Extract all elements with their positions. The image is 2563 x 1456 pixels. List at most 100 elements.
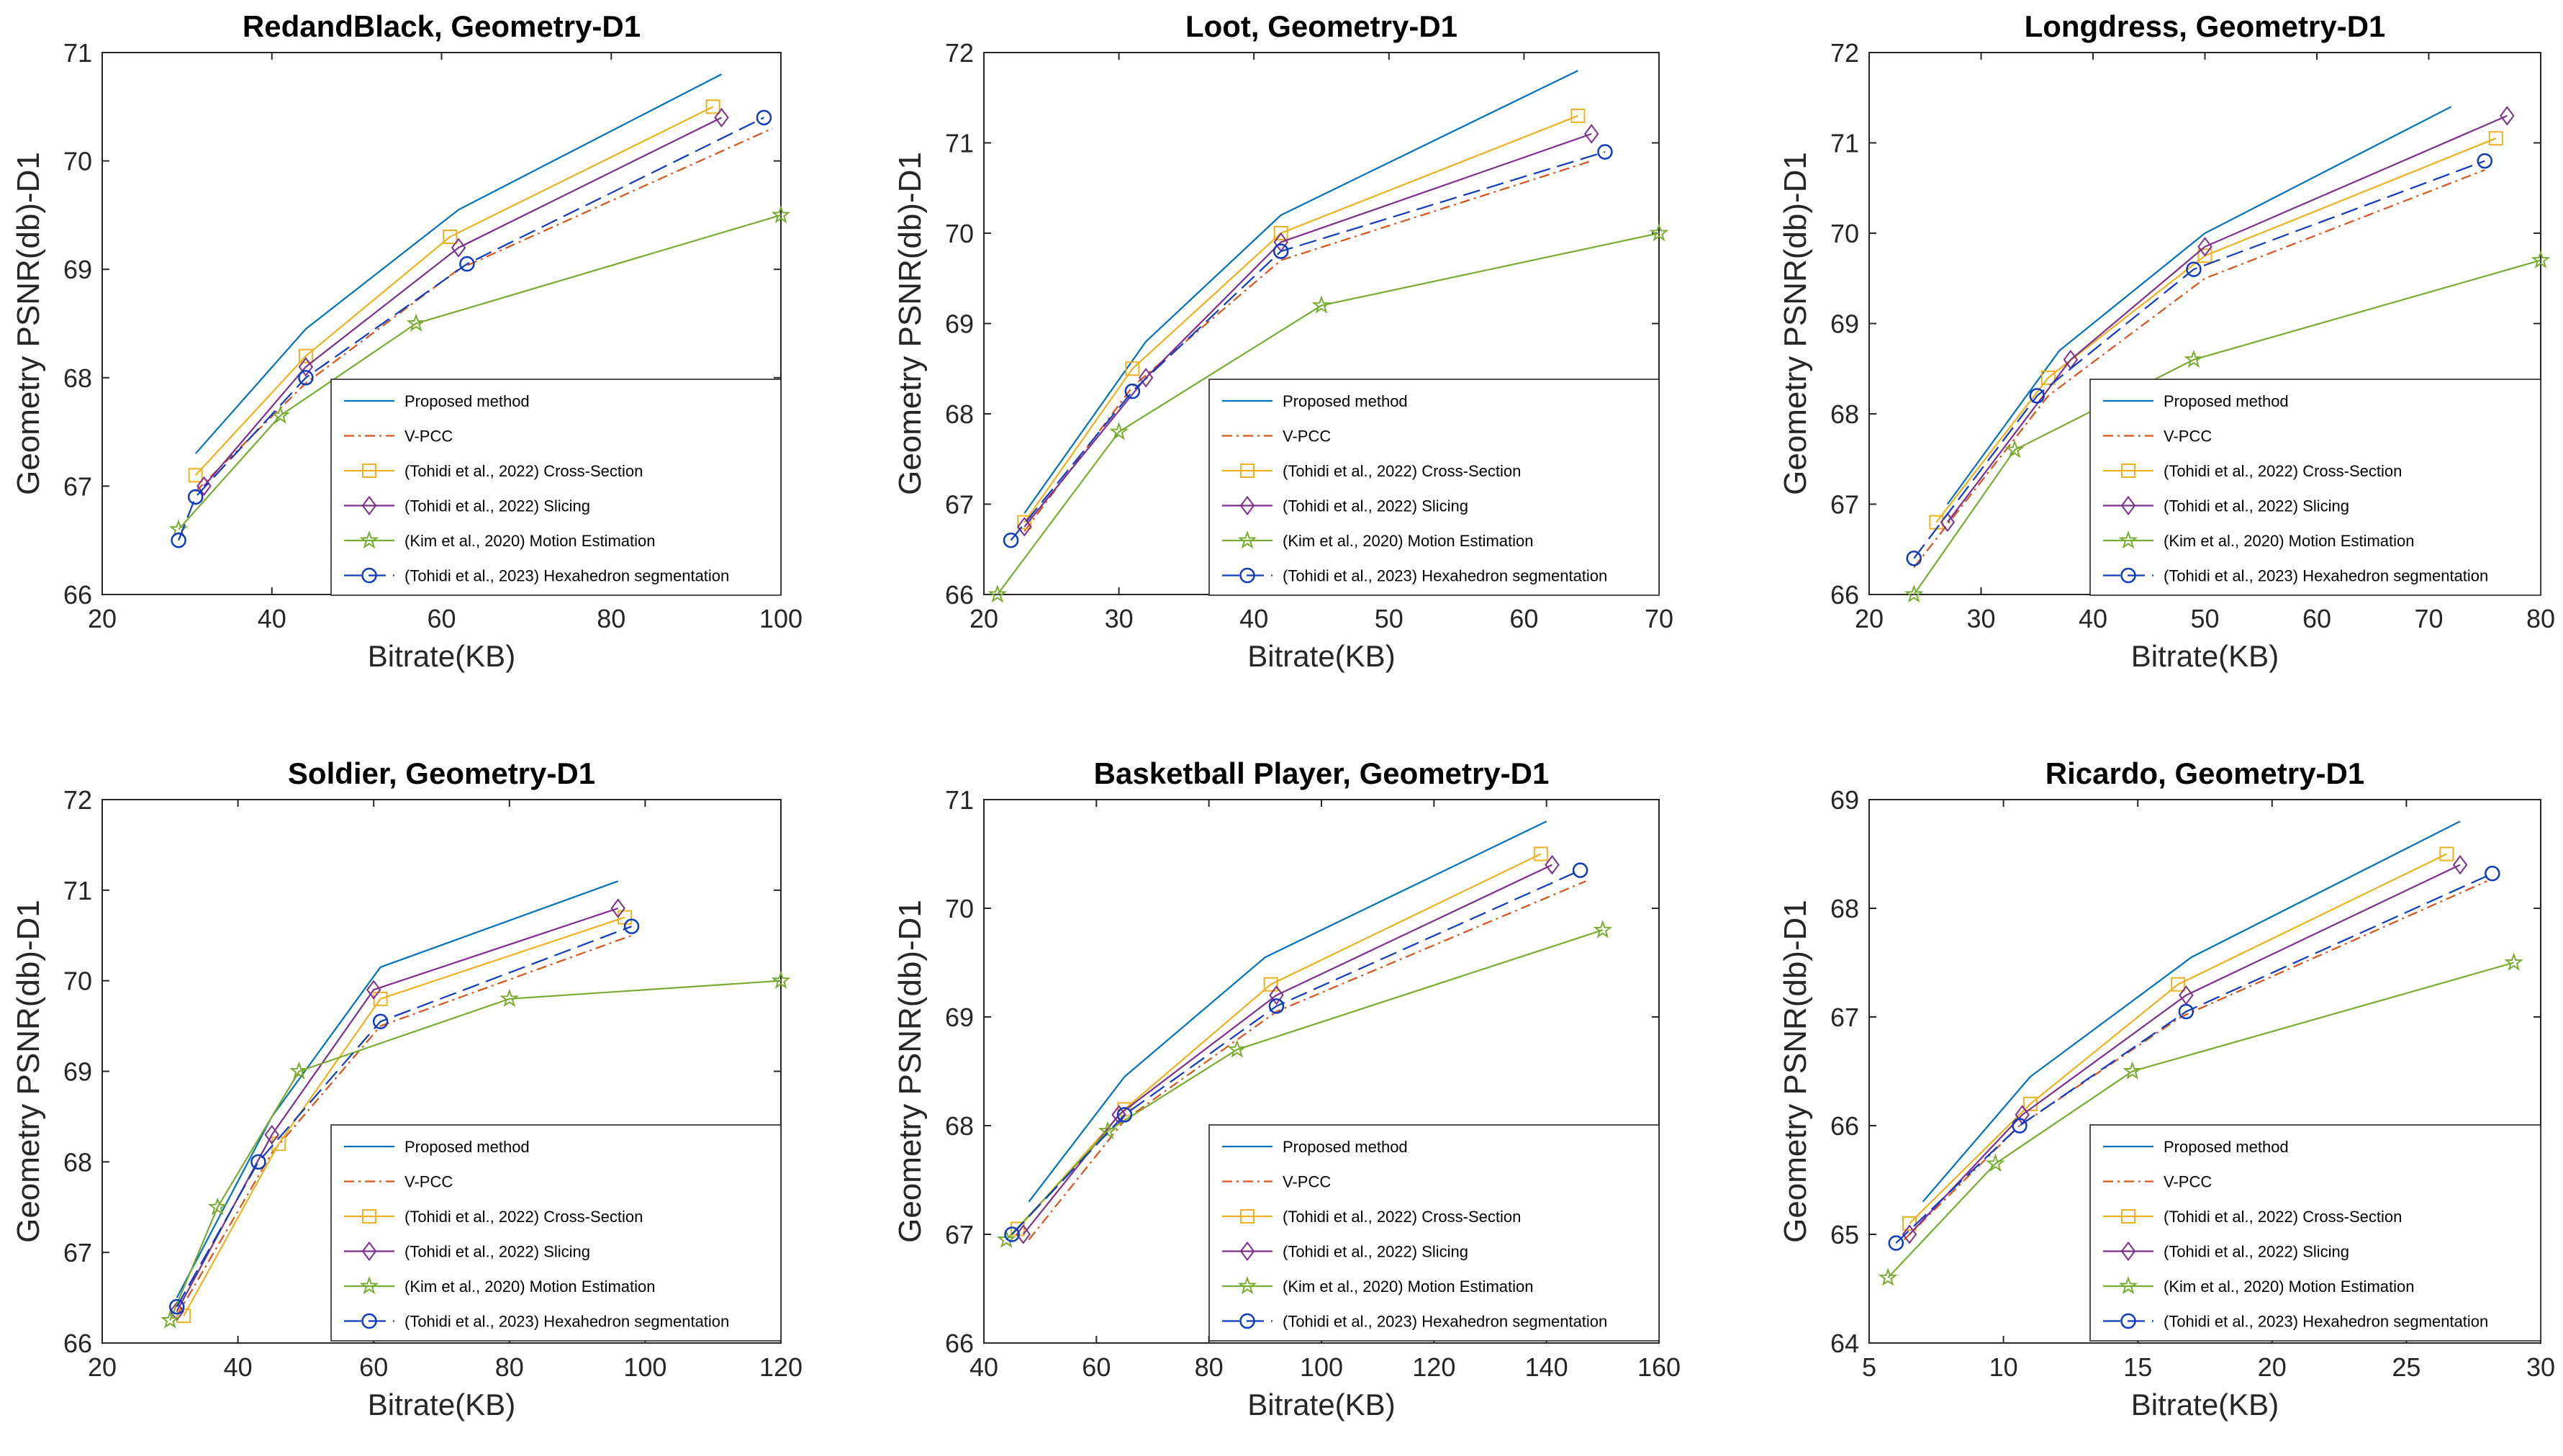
x-tick-label: 50 [2190,604,2219,633]
series-2 [1028,880,1586,1241]
legend-marker [359,530,379,549]
x-tick-label: 5 [1862,1352,1876,1382]
legend-box [1208,379,1660,596]
legend-marker [2121,1209,2135,1224]
y-tick-label: 66 [63,1329,92,1358]
legend-marker [1237,1275,1257,1295]
y-tick-label: 68 [1830,894,1859,923]
x-tick-label: 40 [2079,604,2107,633]
data-point [2452,854,2468,875]
subplot-2: 20 30 40 50 60 70 66 67 68 69 70 71 72 Loot, Geometry… [892,9,1673,673]
y-tick-label: 71 [63,38,92,68]
y-tick-label: 70 [63,967,92,996]
subplot-5: 40 60 80 100 120 140 160 66 67 68 69 70 71 Basketball… [892,756,1681,1421]
series-1 [1946,106,2452,505]
x-tick-label: 15 [2123,1352,2152,1382]
series-1 [176,880,619,1298]
series-line [176,880,619,1298]
series-2 [1023,160,1592,532]
legend-marker [2121,464,2135,478]
data-point [160,1310,180,1329]
y-tick-label: 68 [63,363,92,393]
series-line [1023,160,1592,532]
data-point [2488,131,2503,146]
data-point [610,898,625,918]
data-point [1572,862,1588,878]
data-point [1940,512,1956,533]
series-line [169,980,782,1321]
series-1 [1028,820,1547,1203]
legend-label: (Tohidi et al., 2023) Hexahedron segment… [2164,567,2488,585]
legend: Proposed method V-PCC (Tohidi et al., 2022… [330,379,782,596]
legend: Proposed method V-PCC (Tohidi et al., 2022… [1208,1124,1660,1342]
series-line [1913,169,2485,569]
series-line [1011,869,1581,1235]
x-tick-label: 60 [359,1352,388,1382]
x-axis-label: Bitrate(KB) [1247,1388,1395,1421]
legend-label: (Kim et al., 2020) Motion Estimation [1283,532,1533,550]
x-tick-label: 70 [1645,604,1673,633]
x-tick-label: 20 [88,604,117,633]
legend-label: V-PCC [404,1173,453,1191]
series-3 [1929,131,2503,530]
data-point [1116,1107,1133,1123]
series-5 [168,204,791,538]
legend-label: V-PCC [1283,428,1331,446]
x-tick-label: 100 [759,604,803,633]
legend-label: V-PCC [404,428,453,446]
series-line [1023,114,1578,523]
y-tick-label: 69 [1830,309,1859,339]
data-point [459,256,475,272]
legend-marker [1239,1313,1255,1329]
data-point [1003,532,1019,548]
data-point [168,1298,185,1315]
series-line [1895,872,2493,1244]
data-point [2004,440,2025,458]
y-tick-label: 66 [1830,1111,1859,1141]
y-tick-label: 64 [1830,1329,1859,1358]
data-point [2178,1003,2194,1020]
x-tick-label: 80 [2526,604,2555,633]
legend-marker [362,1209,376,1224]
series-line [1903,880,2487,1241]
x-tick-label: 40 [969,1352,998,1382]
data-point [1533,846,1548,862]
legend-marker [1239,1241,1255,1262]
x-tick-label: 40 [1239,604,1268,633]
data-point [1138,368,1154,388]
data-point [1269,985,1284,1005]
x-axis-label: Bitrate(KB) [2131,1388,2279,1421]
data-point [1570,108,1586,123]
x-tick-label: 60 [427,604,456,633]
legend-marker [2120,567,2136,584]
data-point [1227,1039,1247,1058]
series-line [176,934,632,1316]
legend-label: Proposed method [2164,1138,2289,1156]
series-1 [1023,70,1578,514]
legend-marker [2118,1275,2138,1295]
x-axis-label: Bitrate(KB) [368,639,515,673]
legend-label: (Kim et al., 2020) Motion Estimation [2164,1278,2414,1296]
legend: Proposed method V-PCC (Tohidi et al., 2022… [2089,379,2541,596]
series-3 [188,99,720,483]
y-tick-label: 71 [945,129,974,158]
data-point [2439,846,2454,862]
series-6 [1004,862,1588,1242]
x-tick-label: 10 [1989,1352,2018,1382]
legend-label: V-PCC [2164,428,2212,446]
data-point [756,109,772,126]
data-point [1904,584,1924,603]
data-point [1004,1226,1020,1242]
legend-label: (Tohidi et al., 2022) Cross-Section [404,462,643,480]
data-point [1649,222,1669,242]
y-axis-label: Geometry PSNR(db)-D1 [892,900,928,1243]
x-axis-label: Bitrate(KB) [368,1388,515,1421]
legend-label: (Tohidi et al., 2023) Hexahedron segment… [1283,1313,1607,1331]
subplot-6: 5 10 15 20 25 30 64 65 66 67 68 69 Ricardo, Geometry… [1778,756,2555,1421]
chart-title: Soldier, Geometry-D1 [288,756,595,790]
series-line [1023,132,1592,528]
series-line [176,926,632,1308]
data-point [188,468,203,483]
x-tick-label: 60 [1509,604,1538,633]
series-line [1028,880,1586,1241]
